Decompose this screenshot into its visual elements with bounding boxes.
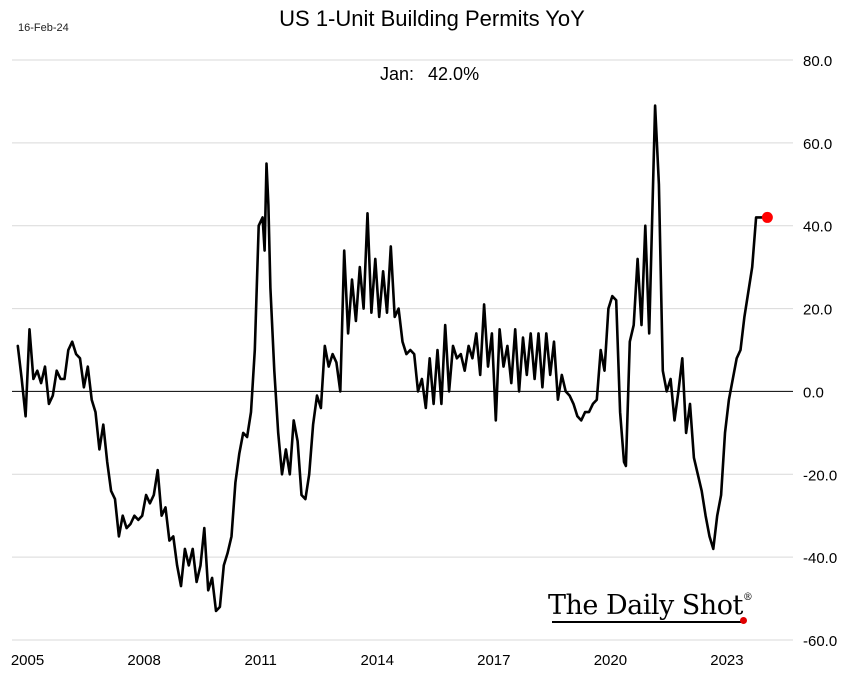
latest-value-annotation: Jan: 42.0% — [380, 64, 479, 85]
latest-point-marker — [761, 211, 773, 223]
latest-value: 42.0% — [428, 64, 480, 84]
y-axis-tick-labels: 80.0 60.0 40.0 20.0 0.0 -20.0 -40.0 -60.0 — [803, 53, 837, 650]
date-stamp: 16-Feb-24 — [18, 22, 69, 34]
x-tick-label: 2008 — [127, 652, 160, 669]
y-tick-label: 60.0 — [803, 136, 832, 153]
y-tick-label: 40.0 — [803, 219, 832, 236]
x-tick-label: 2014 — [361, 652, 394, 669]
latest-label: Jan: — [380, 64, 415, 84]
logo-mark: ® — [742, 592, 753, 603]
x-axis-tick-labels: 2005 2008 2011 2014 2017 2020 2023 — [11, 652, 744, 669]
y-tick-label: -20.0 — [803, 467, 837, 484]
y-tick-label: 20.0 — [803, 302, 832, 319]
y-tick-label: -40.0 — [803, 550, 837, 567]
chart-title: US 1-Unit Building Permits YoY — [279, 6, 585, 31]
y-tick-label: 80.0 — [803, 53, 832, 70]
logo-underline — [552, 621, 742, 623]
series-line — [16, 104, 769, 613]
daily-shot-logo: The Daily Shot® — [548, 590, 753, 621]
x-tick-label: 2011 — [245, 652, 277, 669]
x-tick-label: 2020 — [594, 652, 627, 669]
series-layer — [16, 104, 773, 613]
x-tick-label: 2005 — [11, 652, 44, 669]
logo-red-dot — [740, 617, 747, 624]
x-tick-label: 2017 — [477, 652, 510, 669]
y-tick-label: -60.0 — [803, 633, 837, 650]
gridlines — [12, 59, 793, 641]
y-tick-label: 0.0 — [803, 384, 824, 401]
logo-text: The Daily Shot — [548, 590, 743, 621]
x-tick-label: 2023 — [710, 652, 743, 669]
